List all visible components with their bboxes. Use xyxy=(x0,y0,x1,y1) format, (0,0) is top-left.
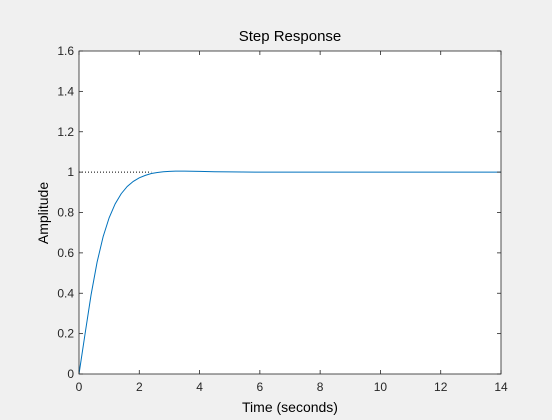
y-tick-label: 0.2 xyxy=(57,327,74,341)
axis-ticks: 0 2 4 6 8 10 12 14 0 0.2 0.4 0.6 0.8 1 1.2 1.4 1.6 xyxy=(57,44,508,394)
y-tick-label: 0.4 xyxy=(57,286,74,300)
series-line-0 xyxy=(78,170,501,375)
y-tick-label: 1.4 xyxy=(57,84,74,98)
x-tick-label: 0 xyxy=(76,380,83,394)
plot-marks xyxy=(78,170,501,375)
y-tick-label: 0.6 xyxy=(57,246,74,260)
x-tick-label: 10 xyxy=(374,380,388,394)
y-tick-label: 0.8 xyxy=(57,206,74,220)
y-tick-label: 0 xyxy=(67,367,74,381)
x-tick-label: 14 xyxy=(494,380,508,394)
y-tick-label: 1.2 xyxy=(57,125,74,139)
chart-title: Step Response xyxy=(239,28,342,45)
x-tick-label: 4 xyxy=(196,380,203,394)
x-axis-label: Time (seconds) xyxy=(242,399,338,415)
x-tick-label: 2 xyxy=(136,380,143,394)
y-tick-label: 1.6 xyxy=(57,44,74,58)
axes-background xyxy=(79,51,501,374)
y-axis-label: Amplitude xyxy=(35,182,51,244)
x-tick-label: 8 xyxy=(317,380,324,394)
x-tick-label: 12 xyxy=(434,380,448,394)
x-tick-label: 6 xyxy=(257,380,264,394)
y-tick-label: 1 xyxy=(67,165,74,179)
